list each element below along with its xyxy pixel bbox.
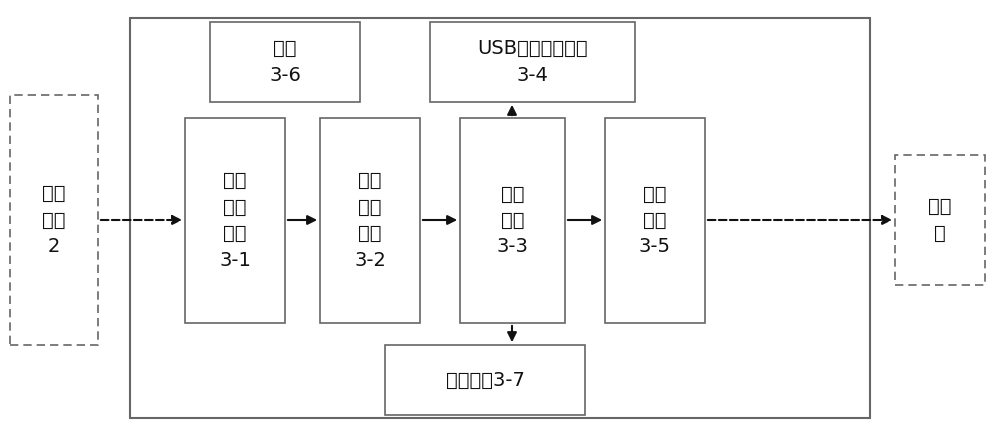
Bar [320,118,420,323]
Text: 模数
转换
单元
3-2: 模数 转换 单元 3-2 [354,171,386,270]
Text: 上位
机: 上位 机 [928,197,952,243]
Bar [130,18,870,418]
Bar [430,22,635,102]
Text: 处理
单元
3-3: 处理 单元 3-3 [497,184,528,257]
Bar [460,118,565,323]
Text: 加速
度计
2: 加速 度计 2 [42,184,66,256]
Text: 通信
单元
3-5: 通信 单元 3-5 [639,184,671,257]
Bar [10,95,98,345]
Bar [605,118,705,323]
Text: 调试电路3-7: 调试电路3-7 [446,370,524,389]
Bar [210,22,360,102]
Text: 电源
3-6: 电源 3-6 [269,39,301,85]
Text: 信号
调理
单元
3-1: 信号 调理 单元 3-1 [219,171,251,270]
Bar [185,118,285,323]
Bar [385,345,585,415]
Bar [895,155,985,285]
Text: USB转换接口单元
3-4: USB转换接口单元 3-4 [477,39,588,85]
